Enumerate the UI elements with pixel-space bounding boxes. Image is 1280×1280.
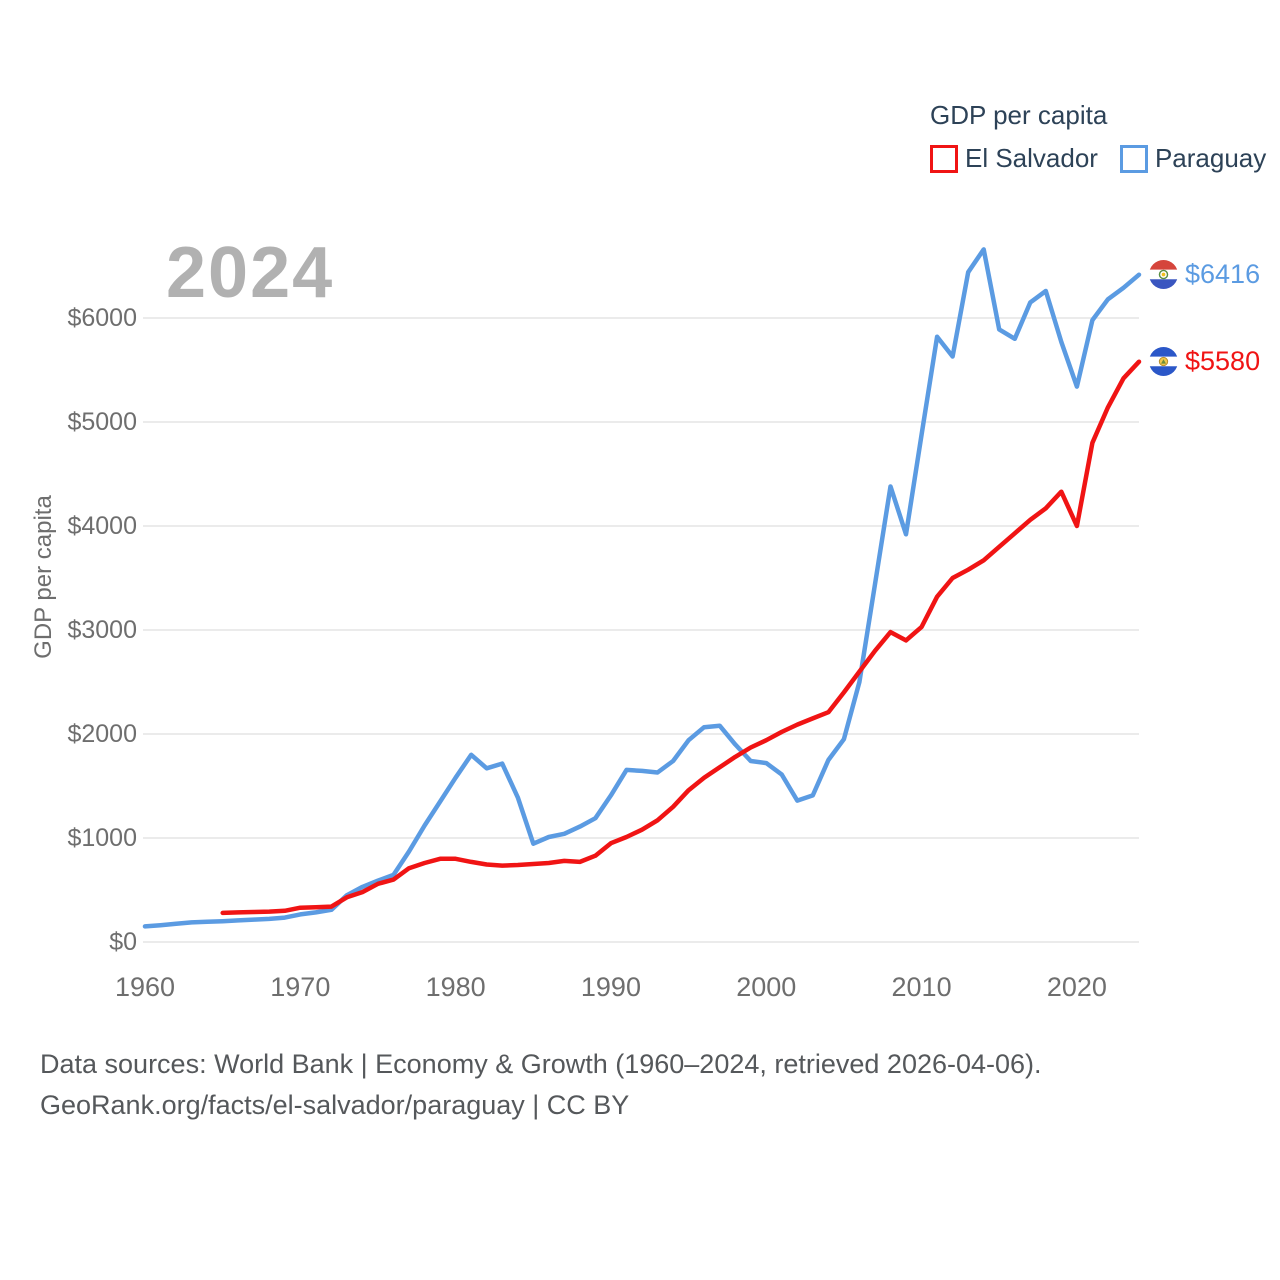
footer-attribution: GeoRank.org/facts/el-salvador/paraguay |… (40, 1090, 630, 1120)
paraguay-flag-icon (1149, 260, 1178, 290)
el-salvador-end-value: $5580 (1185, 346, 1261, 377)
footer-sources: Data sources: World Bank | Economy & Gro… (40, 1049, 1042, 1079)
legend-item-el-salvador[interactable]: El Salvador (930, 143, 1098, 174)
x-tick-label: 2010 (891, 972, 952, 1002)
y-tick-label: $2000 (67, 720, 137, 748)
legend-label-paraguay: Paraguay (1154, 143, 1267, 173)
y-tick-label: $5000 (67, 408, 137, 436)
legend: GDP per capita El Salvador Paraguay (930, 100, 1266, 174)
paraguay-swatch-icon (1119, 144, 1148, 173)
x-tick-label: 1960 (114, 972, 176, 1002)
footer: Data sources: World Bank | Economy & Gro… (40, 1044, 1042, 1126)
x-tick-label: 1970 (270, 972, 331, 1002)
legend-row: El Salvador Paraguay (930, 143, 1266, 174)
year-watermark: 2024 (166, 233, 335, 313)
x-tick-label: 1980 (425, 972, 486, 1002)
y-tick-label: $4000 (67, 512, 137, 540)
paraguay-end-value: $6416 (1185, 259, 1261, 290)
legend-label-el-salvador: El Salvador (965, 143, 1098, 173)
legend-item-paraguay[interactable]: Paraguay (1119, 143, 1267, 174)
el-salvador-swatch-icon (930, 144, 958, 173)
gridlines (143, 317, 1139, 943)
x-tick-label: 2000 (736, 972, 797, 1002)
y-tick-label: $1000 (67, 824, 137, 852)
paraguay-end-label: $6416 (1149, 255, 1260, 295)
x-tick-label: 2020 (1046, 972, 1107, 1002)
y-tick-label: $6000 (67, 304, 137, 332)
legend-title: GDP per capita (930, 100, 1108, 130)
x-tick-label: 1990 (580, 972, 641, 1002)
el-salvador-end-label: $5580 (1149, 342, 1260, 382)
y-tick-label: $0 (109, 928, 137, 956)
el-salvador-flag-icon (1149, 347, 1178, 377)
paraguay-line (142, 247, 1142, 929)
el-salvador-line (220, 359, 1142, 916)
y-tick-label: $3000 (67, 616, 137, 644)
